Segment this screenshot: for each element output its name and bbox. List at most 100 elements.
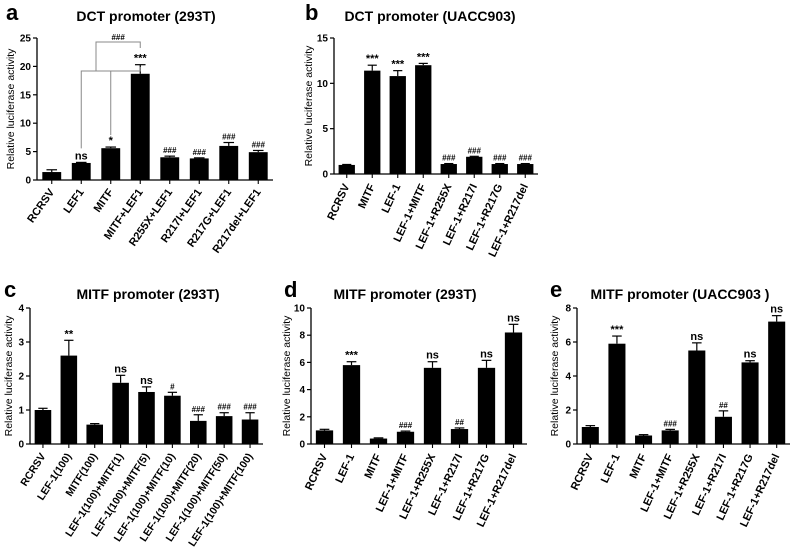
bar bbox=[635, 435, 653, 444]
y-axis-label: Relative luciferase activity bbox=[281, 315, 293, 437]
bar bbox=[517, 164, 534, 174]
panel-letter: e bbox=[550, 277, 562, 302]
y-tick-label: 4 bbox=[299, 385, 305, 396]
bar bbox=[477, 367, 496, 444]
bar bbox=[315, 430, 334, 444]
significance-label: *** bbox=[391, 59, 405, 71]
bar bbox=[491, 164, 508, 174]
x-tick-label: LEF-1 bbox=[380, 182, 404, 215]
bar bbox=[369, 438, 388, 444]
y-tick-label: 2 bbox=[299, 412, 305, 423]
y-tick-label: 10 bbox=[294, 304, 306, 315]
y-axis-label: Relative luciferase activity bbox=[3, 315, 15, 437]
significance-label: ### bbox=[493, 154, 507, 163]
x-tick-label: MITF bbox=[362, 452, 384, 481]
significance-label: ### bbox=[519, 154, 533, 163]
bar bbox=[138, 391, 155, 444]
significance-label: ** bbox=[65, 328, 74, 340]
y-tick-label: 0 bbox=[299, 440, 305, 451]
panel-a: a DCT promoter (293T) Relative luciferase … bbox=[5, 0, 273, 256]
bar bbox=[241, 419, 259, 444]
y-tick-label: 6 bbox=[565, 338, 571, 349]
significance-label: *** bbox=[345, 350, 359, 362]
bar bbox=[219, 145, 239, 180]
bar bbox=[130, 73, 150, 180]
comparison-bracket bbox=[95, 41, 141, 71]
significance-label: ### bbox=[252, 140, 266, 149]
y-tick-label: 15 bbox=[20, 90, 32, 101]
bracket-label: ### bbox=[111, 33, 125, 42]
x-tick-label: RCRSV bbox=[325, 182, 352, 223]
bar bbox=[34, 410, 52, 444]
panel-title: DCT promoter (UACC903) bbox=[344, 8, 515, 24]
bar bbox=[688, 350, 706, 444]
bar bbox=[248, 152, 268, 180]
y-tick-label: 10 bbox=[20, 119, 32, 130]
significance-label: ### bbox=[442, 154, 456, 163]
bar bbox=[189, 158, 209, 180]
panel-letter: b bbox=[305, 0, 318, 25]
y-tick-label: 15 bbox=[317, 34, 329, 45]
bar bbox=[423, 367, 442, 444]
x-tick-label: RCRSV bbox=[25, 186, 57, 225]
significance-label: ns bbox=[140, 375, 153, 387]
significance-label: ns bbox=[770, 304, 783, 316]
bar bbox=[581, 427, 599, 444]
y-tick-label: 1 bbox=[18, 406, 24, 417]
y-tick-label: 8 bbox=[299, 331, 305, 342]
y-tick-label: 5 bbox=[322, 124, 328, 135]
bar bbox=[160, 157, 180, 180]
bar bbox=[215, 416, 233, 444]
bar bbox=[415, 65, 432, 174]
significance-label: ns bbox=[744, 349, 757, 361]
bar bbox=[42, 172, 62, 180]
significance-label: *** bbox=[134, 53, 148, 65]
significance-label: ns bbox=[690, 331, 703, 343]
significance-label: ## bbox=[455, 418, 464, 427]
panel-letter: d bbox=[284, 277, 297, 302]
bar bbox=[338, 164, 355, 174]
significance-label: ns bbox=[480, 348, 493, 360]
bar bbox=[164, 395, 181, 444]
y-tick-label: 2 bbox=[18, 372, 24, 383]
x-tick-label: MITF bbox=[356, 182, 378, 211]
bar bbox=[112, 382, 129, 444]
bar bbox=[342, 365, 361, 444]
significance-label: ### bbox=[664, 419, 678, 428]
panel-b: b DCT promoter (UACC903) Relative lucifera… bbox=[303, 0, 538, 259]
bar bbox=[450, 429, 469, 444]
bar bbox=[189, 420, 207, 444]
y-tick-label: 8 bbox=[565, 304, 571, 315]
significance-label: ns bbox=[426, 350, 439, 362]
bar bbox=[741, 362, 759, 444]
panel-e: e MITF promoter (UACC903 ) Relative lucife… bbox=[549, 277, 790, 529]
y-tick-label: 0 bbox=[25, 176, 31, 187]
bar bbox=[396, 431, 415, 444]
y-tick-label: 4 bbox=[565, 372, 571, 383]
y-tick-label: 4 bbox=[18, 304, 24, 315]
x-tick-label: RCRSV bbox=[569, 452, 596, 493]
bar bbox=[608, 343, 626, 444]
y-axis-label: Relative luciferase activity bbox=[303, 45, 315, 167]
significance-label: * bbox=[109, 135, 114, 147]
bar bbox=[71, 162, 91, 180]
bar bbox=[101, 148, 121, 180]
significance-label: ns bbox=[75, 150, 88, 162]
x-tick-label: LEF-1 bbox=[333, 452, 357, 485]
panel-title: MITF promoter (UACC903 ) bbox=[591, 286, 770, 302]
panel-letter: c bbox=[4, 277, 16, 302]
y-tick-label: 6 bbox=[299, 358, 305, 369]
panel-c: c MITF promoter (293T) Relative luciferase… bbox=[3, 277, 263, 549]
x-tick-label: LEF1 bbox=[61, 187, 86, 216]
significance-label: ### bbox=[468, 146, 482, 155]
y-tick-label: 0 bbox=[18, 440, 24, 451]
y-tick-label: 2 bbox=[565, 406, 571, 417]
x-tick-label: RCRSV bbox=[303, 452, 330, 493]
significance-label: ### bbox=[222, 133, 236, 142]
significance-label: ## bbox=[719, 401, 728, 410]
bar bbox=[389, 76, 406, 174]
y-tick-label: 3 bbox=[18, 338, 24, 349]
significance-label: ns bbox=[507, 312, 520, 324]
panel-title: MITF promoter (293T) bbox=[333, 286, 476, 302]
